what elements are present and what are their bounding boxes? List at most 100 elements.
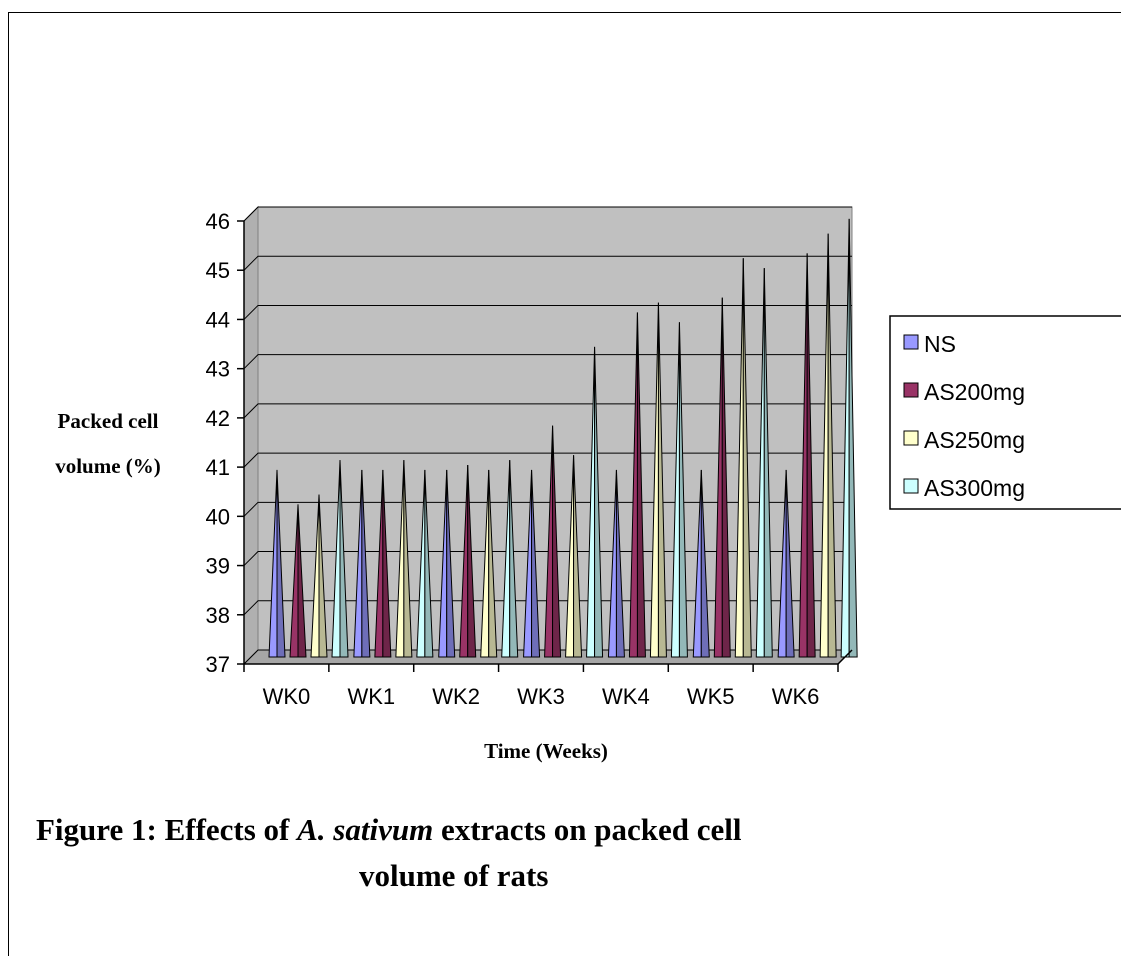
bar-face-right bbox=[382, 469, 392, 658]
bar-AS250mg-WK4 bbox=[649, 302, 667, 658]
gridline bbox=[243, 452, 852, 468]
bar-face-right bbox=[361, 469, 371, 658]
bar-NS-WK1 bbox=[353, 469, 371, 658]
x-tick-label: WK3 bbox=[517, 684, 565, 709]
bar-AS250mg-WK2 bbox=[480, 469, 498, 658]
x-tick-label: WK1 bbox=[347, 684, 395, 709]
y-tick-label: 40 bbox=[206, 504, 230, 529]
bar-face-right bbox=[636, 312, 646, 658]
bar-face-right bbox=[700, 469, 710, 658]
side-wall bbox=[243, 205, 259, 666]
bar-face-right bbox=[276, 469, 286, 658]
y-tick-label: 41 bbox=[206, 455, 230, 480]
bar-NS-WK0 bbox=[268, 469, 286, 658]
bar-face-right bbox=[488, 469, 498, 658]
gridline bbox=[243, 255, 852, 271]
bar-AS300mg-WK4 bbox=[670, 322, 688, 658]
x-tick-label: WK5 bbox=[687, 684, 735, 709]
bars-group bbox=[268, 218, 858, 658]
y-tick-label: 42 bbox=[206, 406, 230, 431]
bar-face-right bbox=[615, 469, 625, 658]
gridline bbox=[243, 304, 852, 320]
bar-face-right bbox=[339, 460, 349, 658]
x-tick-label: WK6 bbox=[772, 684, 820, 709]
bar-face-right bbox=[827, 233, 837, 658]
bar-AS200mg-WK0 bbox=[289, 504, 307, 658]
bar-face-right bbox=[721, 297, 731, 658]
bar-face-right bbox=[678, 322, 688, 658]
bar-face-right bbox=[509, 460, 519, 658]
legend-box bbox=[889, 315, 1121, 510]
bar-AS200mg-WK2 bbox=[459, 465, 477, 658]
y-tick-label: 46 bbox=[206, 209, 230, 234]
bar-AS300mg-WK2 bbox=[501, 460, 519, 658]
y-tick-label: 43 bbox=[206, 357, 230, 382]
bar-face-right bbox=[657, 302, 667, 658]
bar-face-right bbox=[446, 469, 456, 658]
y-tick-label: 37 bbox=[206, 652, 230, 677]
legend-label: AS250mg bbox=[924, 427, 1025, 453]
bar-AS250mg-WK6 bbox=[819, 233, 837, 658]
bar-face-right bbox=[785, 469, 795, 658]
bar-AS250mg-WK3 bbox=[565, 455, 583, 658]
bar-face-right bbox=[531, 469, 541, 658]
legend-label: NS bbox=[924, 331, 956, 357]
caption-species: A. sativum bbox=[297, 812, 434, 847]
bar-face-right bbox=[467, 465, 477, 658]
y-tick-label: 45 bbox=[206, 258, 230, 283]
bar-AS300mg-WK0 bbox=[331, 460, 349, 658]
y-tick-label: 39 bbox=[206, 554, 230, 579]
bar-AS250mg-WK1 bbox=[395, 460, 413, 658]
bar-face-right bbox=[424, 469, 434, 658]
bar-face-right bbox=[594, 346, 604, 658]
bar-face-right bbox=[297, 504, 307, 658]
x-tick-labels: WK0 WK1 WK2 WK3 WK4 WK5 WK6 bbox=[263, 684, 820, 709]
figure-frame bbox=[8, 12, 1121, 956]
y-axis-title-line2: volume (%) bbox=[55, 454, 161, 478]
bar-AS250mg-WK0 bbox=[310, 494, 328, 658]
legend-swatch bbox=[903, 430, 919, 446]
legend-swatch bbox=[903, 334, 919, 350]
gridline bbox=[243, 206, 852, 222]
legend: NS AS200mg AS250mg AS300mg bbox=[889, 315, 1121, 510]
bar-NS-WK3 bbox=[523, 469, 541, 658]
bar-AS200mg-WK6 bbox=[798, 253, 816, 658]
legend-label: AS300mg bbox=[924, 475, 1025, 501]
bar-face-right bbox=[848, 218, 858, 658]
bar-AS200mg-WK3 bbox=[544, 425, 562, 658]
caption-line-2: volume of rats bbox=[359, 858, 549, 893]
bar-AS200mg-WK4 bbox=[628, 312, 646, 658]
bar-face-right bbox=[806, 253, 816, 658]
bar-AS300mg-WK6 bbox=[840, 218, 858, 658]
bar-NS-WK5 bbox=[692, 469, 710, 658]
y-tick-label: 38 bbox=[206, 603, 230, 628]
bar-NS-WK4 bbox=[607, 469, 625, 658]
bar-AS300mg-WK1 bbox=[416, 469, 434, 658]
legend-swatch bbox=[903, 478, 919, 494]
caption-prefix: Figure 1: Effects of bbox=[36, 812, 298, 847]
x-axis-depth-line bbox=[837, 649, 853, 665]
bar-NS-WK2 bbox=[438, 469, 456, 658]
y-axis-title-line1: Packed cell bbox=[58, 409, 159, 433]
x-tick-label: WK4 bbox=[602, 684, 650, 709]
y-tick-labels: 37 38 39 40 41 42 43 44 45 46 bbox=[206, 209, 230, 677]
bar-face-right bbox=[573, 455, 583, 658]
gridline bbox=[243, 354, 852, 370]
x-tick-label: WK0 bbox=[263, 684, 311, 709]
x-axis-title: Time (Weeks) bbox=[484, 739, 608, 763]
x-tick-label: WK2 bbox=[432, 684, 480, 709]
legend-label: AS200mg bbox=[924, 379, 1025, 405]
bar-AS300mg-WK3 bbox=[586, 346, 604, 658]
gridline bbox=[243, 403, 852, 419]
bar-face-right bbox=[403, 460, 413, 658]
bar-AS200mg-WK1 bbox=[374, 469, 392, 658]
bar-face-right bbox=[552, 425, 562, 658]
caption-line-1: Figure 1: Effects of A. sativum extracts… bbox=[36, 812, 741, 848]
axes bbox=[237, 220, 853, 672]
bar-NS-WK6 bbox=[777, 469, 795, 658]
bar-face-right bbox=[763, 268, 773, 658]
bar-face-right bbox=[742, 258, 752, 658]
bar-AS250mg-WK5 bbox=[734, 258, 752, 658]
y-tick-label: 44 bbox=[206, 307, 230, 332]
